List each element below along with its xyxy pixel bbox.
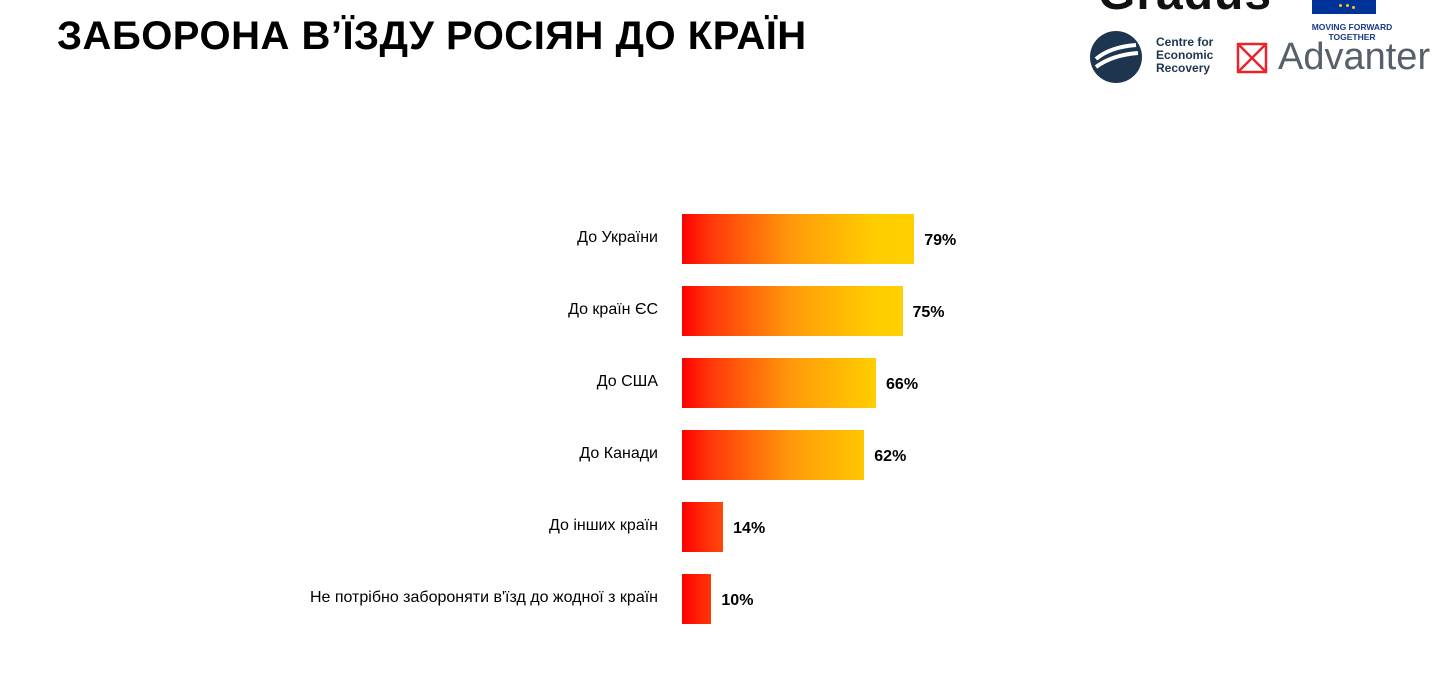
value-label: 10% xyxy=(721,592,754,609)
category-label: До країн ЄС xyxy=(568,301,658,318)
eu-flag-icon xyxy=(1312,0,1376,14)
bar xyxy=(682,430,865,480)
cer-logo-text: Centre for Economic Recovery xyxy=(1156,35,1214,75)
eu-slogan: MOVING FORWARD TOGETHER xyxy=(1311,22,1393,42)
bar xyxy=(682,286,903,336)
category-label: До України xyxy=(577,229,658,246)
category-label: До Канади xyxy=(579,445,658,462)
category-label: Не потрібно забороняти в'їзд до жодної з… xyxy=(309,589,658,606)
value-label: 79% xyxy=(924,232,957,249)
category-label: До США xyxy=(596,373,658,390)
gradus-logo: Gradus xyxy=(1098,0,1272,18)
page-title: ЗАБОРОНА В’ЇЗДУ РОСІЯН ДО КРАЇН xyxy=(57,14,807,58)
bar xyxy=(682,214,915,264)
value-label: 66% xyxy=(886,376,919,393)
value-label: 75% xyxy=(912,304,945,321)
value-label: 14% xyxy=(733,520,766,537)
bar xyxy=(682,574,712,624)
bar xyxy=(682,358,877,408)
category-label: До інших країн xyxy=(548,517,658,534)
bar xyxy=(682,502,724,552)
value-label: 62% xyxy=(874,448,907,465)
advanter-logo-text: Advanter xyxy=(1278,36,1431,78)
advanter-logo-icon xyxy=(1236,42,1268,74)
cer-logo-icon xyxy=(1090,31,1142,83)
